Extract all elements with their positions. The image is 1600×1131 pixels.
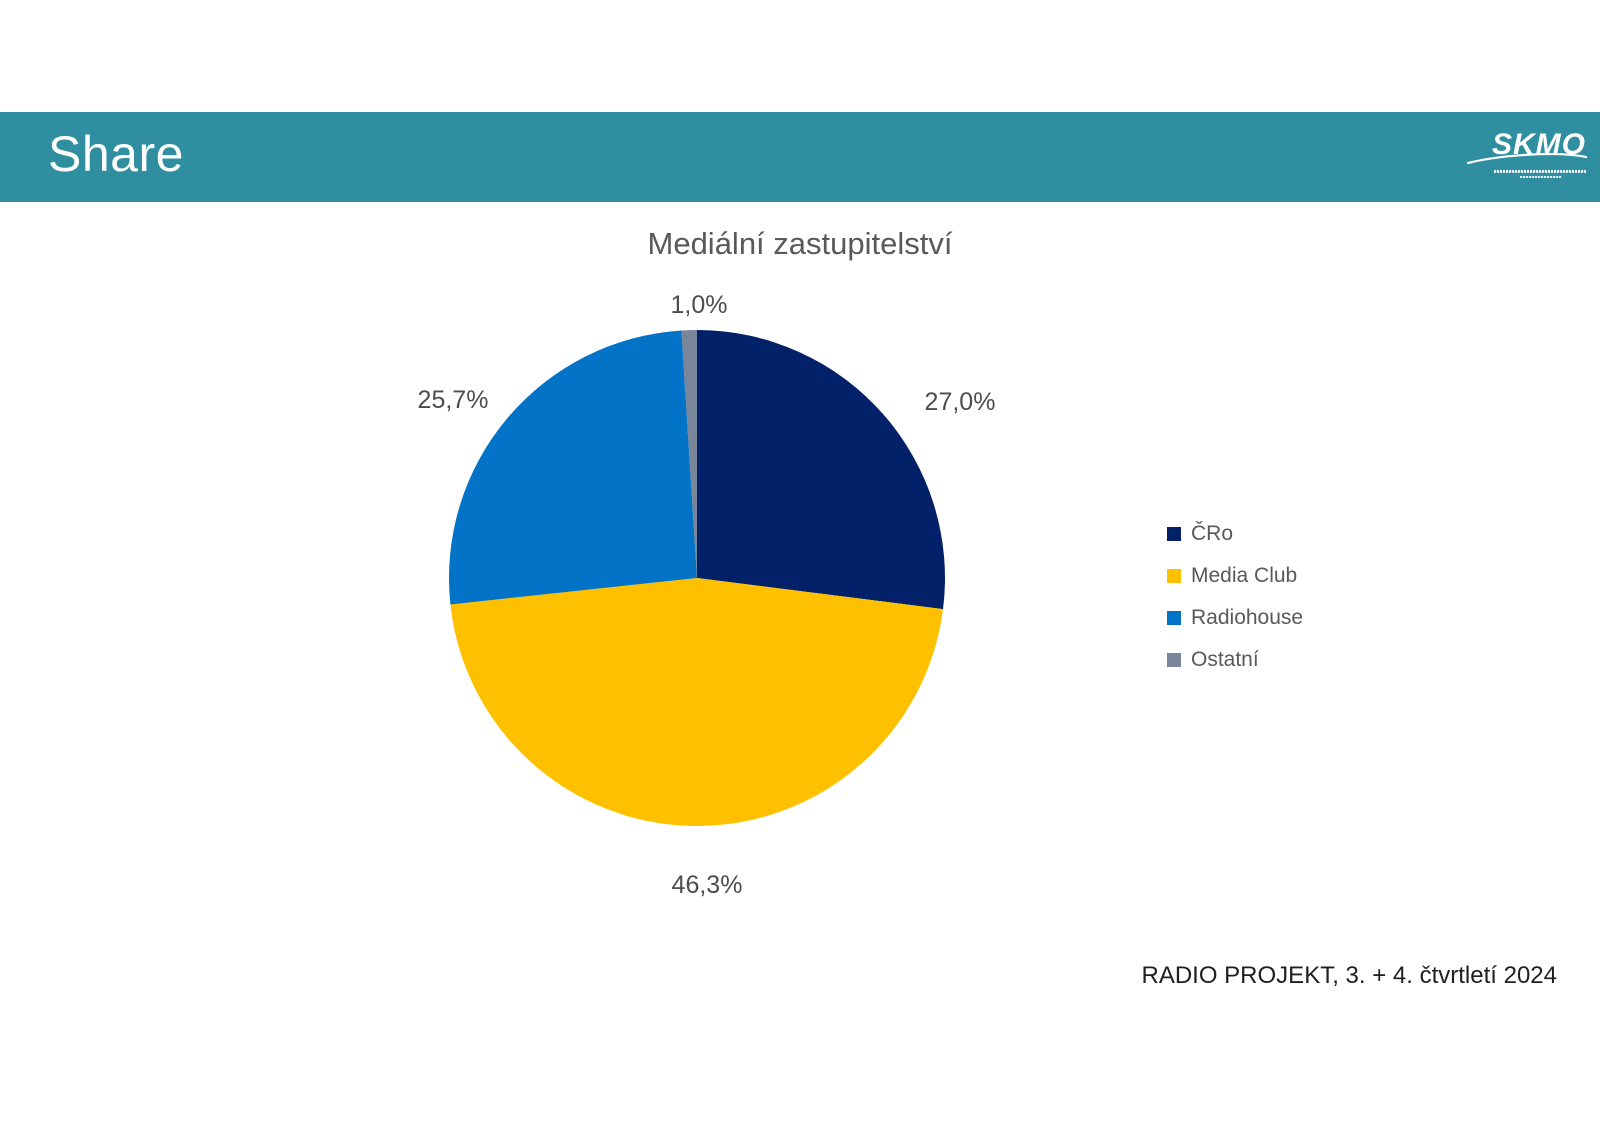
legend-swatch-radiohouse — [1167, 611, 1181, 625]
source-note: RADIO PROJEKT, 3. + 4. čtvrtletí 2024 — [1141, 962, 1558, 989]
legend-item-ostatni: Ostatní — [1167, 639, 1303, 681]
pie-chart — [448, 330, 945, 826]
legend-label-radiohouse: Radiohouse — [1191, 606, 1304, 629]
slice-label-ostatni: 1,0% — [670, 291, 728, 319]
slice-label-radiohouse: 25,7% — [417, 386, 489, 414]
logo-underline-swoosh — [1466, 153, 1588, 165]
legend-swatch-media-club — [1167, 569, 1181, 583]
pie-slice-Radiohouse — [448, 330, 697, 605]
pie-slice-Media Club — [450, 578, 944, 826]
pie-slice-Ostatní — [681, 330, 697, 578]
legend-item-radiohouse: Radiohouse — [1167, 597, 1303, 639]
legend-item-media-club: Media Club — [1167, 555, 1303, 597]
chart-title: Mediální zastupitelství — [647, 226, 953, 261]
legend-label-ostatni: Ostatní — [1191, 648, 1259, 671]
slice-label-media-club: 46,3% — [671, 871, 743, 899]
legend-label-cro: ČRo — [1191, 522, 1234, 545]
legend: ČRo Media Club Radiohouse Ostatní — [1167, 513, 1303, 681]
skmo-logo: SKMO — [1452, 118, 1592, 188]
skmo-logo-graphic: SKMO — [1466, 128, 1588, 165]
legend-item-cro: ČRo — [1167, 513, 1303, 555]
logo-caption-line — [1494, 170, 1586, 173]
logo-caption-line — [1520, 176, 1562, 178]
pie-slice-ČRo — [697, 330, 945, 610]
legend-label-media-club: Media Club — [1191, 564, 1298, 587]
slice-label-cro: 27,0% — [924, 388, 996, 416]
legend-swatch-ostatni — [1167, 653, 1181, 667]
page-title: Share — [48, 126, 184, 182]
header-bar: Share SKMO — [0, 112, 1600, 202]
legend-swatch-cro — [1167, 527, 1181, 541]
